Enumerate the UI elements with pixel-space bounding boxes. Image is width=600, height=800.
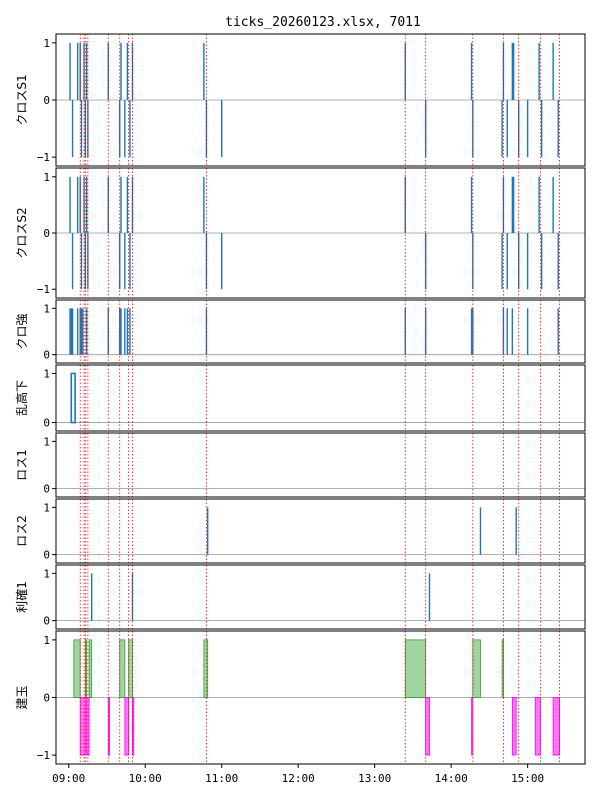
- signal-pulse: [70, 372, 76, 424]
- subplot-5: 1 0 ロス1: [15, 432, 586, 498]
- x-tick-label: 09:00: [52, 772, 85, 785]
- long-position: [84, 639, 87, 698]
- long-position: [73, 639, 81, 698]
- subplot-4: 1 0 乱高下: [14, 364, 586, 432]
- subplot-3: 1 0 クロ強: [15, 299, 586, 364]
- subplot-stack: 1 0 −1 クロスS1 1 0 −1 クロスS2 1 0 クロ強 1 0 乱高下 1 0 ロス1 1 0 ロス2 1 0…: [14, 33, 586, 765]
- subplot-1: 1 0 −1 クロスS1: [15, 33, 586, 167]
- y-axis-label: 建玉: [15, 685, 29, 709]
- y-tick-label: 0: [43, 349, 50, 362]
- y-tick-label: 0: [43, 615, 50, 628]
- y-tick-label: 0: [43, 417, 50, 430]
- y-axis-label: ロス1: [15, 449, 29, 481]
- x-tick-label: 11:00: [205, 772, 238, 785]
- x-tick-label: 14:00: [435, 772, 468, 785]
- y-axis-label: クロ強: [15, 313, 29, 349]
- short-position: [79, 697, 86, 756]
- long-position: [472, 639, 481, 698]
- y-tick-label: 0: [43, 549, 50, 562]
- y-axis-label: クロスS2: [15, 207, 29, 258]
- short-position: [511, 697, 517, 756]
- y-axis-label: 乱高下: [14, 380, 29, 416]
- y-tick-label: 1: [43, 37, 50, 50]
- short-position: [124, 697, 130, 756]
- y-tick-label: 0: [43, 483, 50, 496]
- y-axis-label: クロスS1: [15, 74, 29, 125]
- long-position: [128, 639, 133, 698]
- long-position: [88, 639, 93, 698]
- y-tick-label: 1: [43, 367, 50, 380]
- short-position: [425, 697, 430, 756]
- y-tick-label: 1: [43, 435, 50, 448]
- subplot-7: 1 0 利確1: [14, 564, 586, 630]
- axes-frame: [55, 432, 586, 498]
- y-tick-label: 0: [43, 692, 50, 705]
- short-position: [534, 697, 541, 756]
- y-tick-label: 1: [43, 634, 50, 647]
- y-tick-label: 0: [43, 227, 50, 240]
- y-tick-label: 1: [43, 501, 50, 514]
- y-tick-label: −1: [37, 749, 50, 762]
- y-tick-label: −1: [37, 151, 50, 164]
- subplot-8: 1 0 −1 建玉: [15, 630, 586, 765]
- short-position: [552, 697, 560, 756]
- x-axis: 09:00 10:00 11:00 12:00 13:00 14:00 15:00: [52, 764, 544, 785]
- axes-frame: [55, 564, 586, 630]
- subplot-2: 1 0 −1 クロスS2: [15, 167, 586, 299]
- y-tick-label: 1: [43, 567, 50, 580]
- y-tick-label: 1: [43, 171, 50, 184]
- axes-frame: [55, 299, 586, 364]
- y-axis-label: 利確1: [14, 581, 29, 613]
- y-tick-label: 0: [43, 94, 50, 107]
- subplot-6: 1 0 ロス2: [15, 498, 586, 564]
- long-position: [119, 639, 126, 698]
- x-tick-label: 13:00: [358, 772, 391, 785]
- x-tick-label: 15:00: [511, 772, 544, 785]
- long-position: [404, 639, 427, 698]
- y-tick-label: −1: [37, 283, 50, 296]
- long-position: [203, 639, 209, 698]
- y-tick-label: 1: [43, 302, 50, 315]
- axes-frame: [55, 498, 586, 564]
- y-axis-label: ロス2: [15, 515, 29, 547]
- chart-title: ticks_20260123.xlsx, 7011: [225, 15, 421, 30]
- x-tick-label: 12:00: [282, 772, 315, 785]
- axes-frame: [55, 364, 586, 432]
- x-tick-label: 10:00: [129, 772, 162, 785]
- long-position: [501, 639, 504, 698]
